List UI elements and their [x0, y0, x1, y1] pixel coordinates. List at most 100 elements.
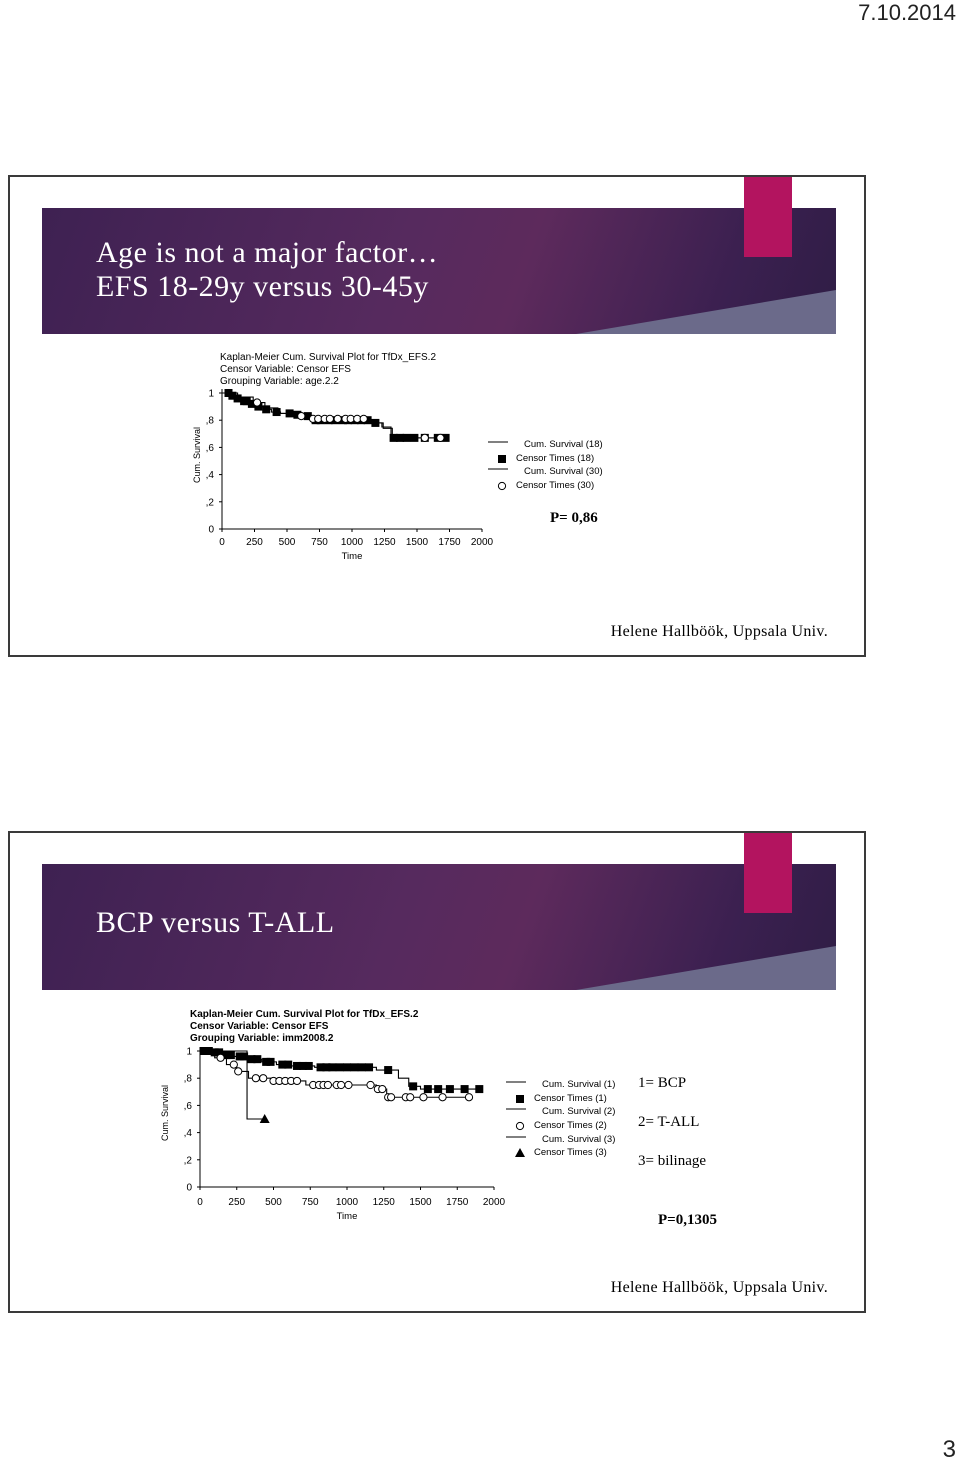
slide-age: Age is not a major factor… EFS 18-29y ve… — [8, 175, 866, 657]
y-tick-label: ,8 — [184, 1074, 193, 1085]
censor-mark — [359, 414, 368, 423]
p-value: P= 0,86 — [550, 510, 598, 526]
y-tick-label: ,2 — [206, 497, 215, 508]
slide-bcp-tall: BCP versus T-ALL Kaplan-Meier Cum. Survi… — [8, 831, 866, 1313]
legend-label: Cum. Survival (30) — [524, 466, 603, 478]
censor-mark — [298, 1061, 307, 1070]
censor-mark — [262, 405, 271, 414]
censor-mark — [436, 433, 445, 442]
censor-mark — [272, 408, 281, 417]
km-header-line: Grouping Variable: age.2.2 — [220, 376, 339, 387]
censor-mark — [409, 1082, 418, 1091]
title-banner: Age is not a major factor… EFS 18-29y ve… — [42, 208, 836, 334]
km-header-line: Grouping Variable: imm2008.2 — [190, 1033, 334, 1044]
censor-mark — [475, 1085, 484, 1094]
censor-mark — [325, 414, 334, 423]
censor-mark — [262, 1057, 271, 1066]
credit: Helene Hallböök, Uppsala Univ. — [610, 623, 828, 640]
censor-mark — [434, 1085, 443, 1094]
x-tick-label: 1250 — [373, 1197, 396, 1208]
x-tick-label: 2000 — [471, 537, 494, 548]
censor-mark — [234, 1067, 243, 1076]
censor-mark — [365, 1063, 374, 1072]
censor-mark — [293, 1061, 302, 1070]
censor-mark — [215, 1048, 224, 1057]
credit: Helene Hallböök, Uppsala Univ. — [610, 1279, 828, 1296]
censor-mark — [460, 1085, 469, 1094]
censor-mark — [240, 1052, 249, 1061]
km-header: Kaplan-Meier Cum. Survival Plot for TfDx… — [220, 352, 436, 388]
censor-mark — [297, 412, 306, 421]
censor-mark — [235, 1052, 244, 1061]
legend-label: Cum. Survival (1) — [542, 1079, 616, 1090]
censor-mark — [242, 397, 251, 406]
censor-mark — [343, 1063, 351, 1072]
x-tick-label: 0 — [197, 1197, 203, 1208]
censor-mark — [278, 1060, 287, 1069]
legend-line-swatch — [506, 1136, 526, 1138]
slide-title: Age is not a major factor… EFS 18-29y ve… — [96, 236, 438, 304]
censor-mark — [259, 1074, 268, 1083]
km-chart: 0 ,2 ,4 ,6 ,8 1 0 250 500 750 1000 1250 1500 1750 2000… — [160, 1047, 506, 1223]
y-tick-label: ,4 — [184, 1128, 193, 1139]
legend-label: Censor Times (1) — [534, 1092, 607, 1104]
accent-bar — [744, 177, 792, 257]
censor-mark — [247, 399, 256, 408]
x-tick-label: 750 — [311, 537, 328, 548]
censor-mark — [254, 402, 263, 411]
y-tick-label: ,8 — [206, 416, 215, 427]
censor-mark — [337, 1080, 346, 1090]
p-value: P=0,1305 — [658, 1212, 717, 1228]
y-axis-title: Cum. Survival — [192, 427, 202, 483]
censor-mark — [226, 1051, 235, 1060]
x-tick-label: 500 — [279, 537, 296, 548]
y-tick-label: ,2 — [184, 1155, 193, 1166]
km-header: Kaplan-Meier Cum. Survival Plot for TfDx… — [190, 1009, 418, 1045]
censor-mark — [247, 1055, 256, 1064]
censor-mark — [316, 1063, 325, 1072]
x-tick-label: 250 — [228, 1197, 245, 1208]
page-number: 3 — [942, 1436, 956, 1463]
legend-label: Censor Times (30) — [516, 480, 595, 492]
censor-mark — [253, 398, 262, 407]
legend-marker — [498, 454, 506, 463]
censor-mark — [333, 414, 342, 423]
accent-bar — [744, 833, 792, 913]
km-header-line: Censor Variable: Censor EFS — [220, 364, 351, 375]
x-tick-label: 2000 — [483, 1197, 506, 1208]
legend-label: Censor Times (2) — [534, 1120, 607, 1132]
censor-mark — [384, 1066, 393, 1075]
censor-mark — [357, 1063, 366, 1072]
banner-wedge — [576, 946, 836, 990]
group-label-bilinage: 3= bilinage — [638, 1153, 707, 1169]
title-banner: BCP versus T-ALL — [42, 864, 836, 990]
title-line-2: EFS 18-29y versus 30-45y — [96, 270, 429, 303]
x-tick-label: 750 — [302, 1197, 319, 1208]
legend-marker-swatch — [497, 481, 507, 491]
censor-mark — [304, 1061, 313, 1070]
y-tick-label: 1 — [186, 1047, 192, 1058]
censor-mark — [363, 416, 372, 425]
legend-line-swatch — [488, 441, 508, 443]
censor-mark — [253, 1055, 262, 1064]
legend-marker — [515, 1121, 525, 1131]
legend-line-swatch — [488, 468, 508, 470]
censor-mark — [335, 1063, 344, 1072]
legend-marker — [516, 1094, 524, 1103]
legend-line-swatch — [506, 1081, 526, 1083]
km-header-line: Censor Variable: Censor EFS — [190, 1021, 329, 1032]
legend-line-swatch — [506, 1108, 526, 1110]
censor-mark — [350, 1063, 359, 1072]
censor-mark — [378, 1084, 387, 1094]
legend-label: Censor Times (3) — [534, 1147, 607, 1159]
censor-mark — [251, 1074, 260, 1083]
legend-marker-swatch — [515, 1121, 525, 1131]
y-tick-label: 0 — [208, 525, 214, 536]
group-label-tall: 2= T-ALL — [638, 1114, 700, 1130]
censor-mark — [233, 394, 242, 403]
y-tick-label: 1 — [208, 389, 214, 400]
legend-label: Censor Times (18) — [516, 452, 595, 464]
censor-mark — [229, 1060, 238, 1069]
censor-mark — [284, 1060, 293, 1069]
y-tick-label: ,6 — [184, 1101, 193, 1112]
